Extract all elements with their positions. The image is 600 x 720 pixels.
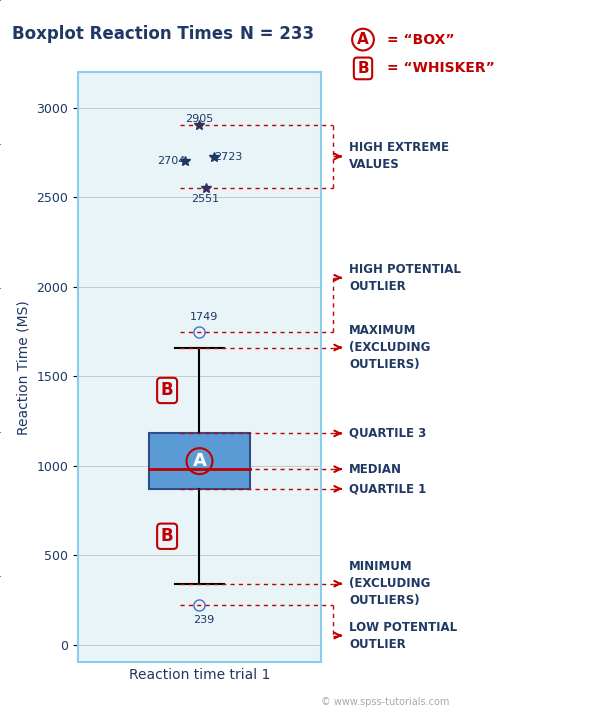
Text: = “WHISKER”: = “WHISKER” xyxy=(387,61,495,76)
Bar xyxy=(149,433,250,489)
Text: LOW POTENTIAL
OUTLIER: LOW POTENTIAL OUTLIER xyxy=(349,621,457,651)
Text: N = 233: N = 233 xyxy=(240,25,314,43)
Text: A: A xyxy=(357,32,369,47)
Y-axis label: Reaction Time (MS): Reaction Time (MS) xyxy=(17,300,31,435)
X-axis label: Reaction time trial 1: Reaction time trial 1 xyxy=(129,668,270,682)
Text: 239: 239 xyxy=(193,615,214,625)
Text: 2905: 2905 xyxy=(185,114,214,125)
Text: MAXIMUM
(EXCLUDING
OUTLIERS): MAXIMUM (EXCLUDING OUTLIERS) xyxy=(349,324,431,371)
Text: HIGH EXTREME
VALUES: HIGH EXTREME VALUES xyxy=(349,141,449,171)
Text: = “BOX”: = “BOX” xyxy=(387,32,455,47)
Text: 2723: 2723 xyxy=(214,153,242,162)
Text: B: B xyxy=(161,382,173,400)
Text: 2551: 2551 xyxy=(191,194,220,204)
Text: Boxplot Reaction Times: Boxplot Reaction Times xyxy=(12,25,233,43)
Text: 1749: 1749 xyxy=(190,312,218,322)
Text: MEDIAN: MEDIAN xyxy=(349,463,402,476)
Text: MINIMUM
(EXCLUDING
OUTLIERS): MINIMUM (EXCLUDING OUTLIERS) xyxy=(349,560,431,607)
Text: B: B xyxy=(161,527,173,545)
Text: © www.spss-tutorials.com: © www.spss-tutorials.com xyxy=(321,697,449,707)
Text: 2704: 2704 xyxy=(157,156,185,166)
Text: B: B xyxy=(357,61,369,76)
Text: A: A xyxy=(193,452,206,470)
Text: HIGH POTENTIAL
OUTLIER: HIGH POTENTIAL OUTLIER xyxy=(349,263,461,293)
Text: QUARTILE 1: QUARTILE 1 xyxy=(349,482,427,495)
Text: QUARTILE 3: QUARTILE 3 xyxy=(349,427,427,440)
